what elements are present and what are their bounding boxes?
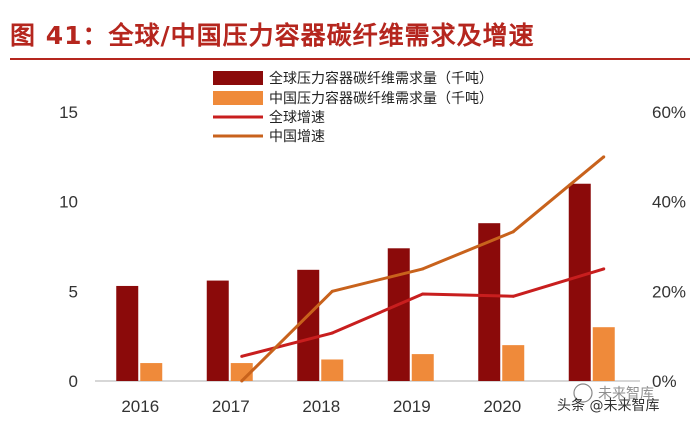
global-growth-line [242, 269, 604, 356]
y-right-tick-label: 60% [652, 103, 686, 122]
legend-label: 全球增速 [269, 109, 325, 126]
x-tick-label: 2020 [483, 397, 521, 416]
bar-global-2020 [478, 223, 500, 381]
x-tick-label: 2016 [121, 397, 159, 416]
bar-china-2016 [140, 363, 162, 381]
global-growth-point-2018 [331, 332, 334, 335]
legend-label: 中国压力容器碳纤维需求量（千吨） [269, 90, 493, 107]
chart: 0 5 10 15 0% 20% 40% 60% 2016 2017 2018 2019 2020 全球压… [0, 0, 700, 423]
x-tick-label: 2019 [393, 397, 431, 416]
global-growth-point-2021 [602, 267, 605, 270]
bar-china-2019 [412, 354, 434, 381]
bar-global-2018 [297, 270, 319, 381]
y-left-tick-label: 10 [59, 193, 78, 212]
y-right-tick-label: 20% [652, 282, 686, 301]
bar-china-2020 [502, 345, 524, 381]
x-tick-label: 2018 [302, 397, 340, 416]
bar-china-2018 [321, 359, 343, 381]
y-left-tick-label: 15 [59, 103, 78, 122]
watermark-text: 头条 @未来智库 [557, 397, 659, 414]
global-growth-point-2019 [421, 293, 424, 296]
bar-china-2021 [593, 327, 615, 381]
global-growth-point-2017 [240, 355, 243, 358]
y-left-tick-label: 5 [69, 282, 78, 301]
legend-label: 中国增速 [269, 129, 325, 145]
bar-global-2017 [207, 281, 229, 381]
legend-swatch-china-demand [213, 91, 263, 105]
x-tick-label: 2017 [212, 397, 250, 416]
bar-global-2021 [569, 184, 591, 381]
bar-global-2016 [116, 286, 138, 381]
legend-swatch-global-demand [213, 71, 263, 85]
bar-global-2019 [388, 248, 410, 381]
y-right-tick-label: 0% [652, 372, 677, 391]
y-left-tick-label: 0 [69, 372, 78, 391]
china-growth-point-2021 [602, 155, 605, 158]
china-growth-point-2019 [421, 267, 424, 270]
legend-label: 全球压力容器碳纤维需求量（千吨） [269, 70, 493, 87]
china-growth-point-2020 [512, 230, 515, 233]
y-right-tick-label: 40% [652, 193, 686, 212]
global-growth-point-2020 [512, 295, 515, 298]
china-growth-point-2018 [331, 290, 334, 293]
china-growth-point-2017 [240, 380, 243, 383]
